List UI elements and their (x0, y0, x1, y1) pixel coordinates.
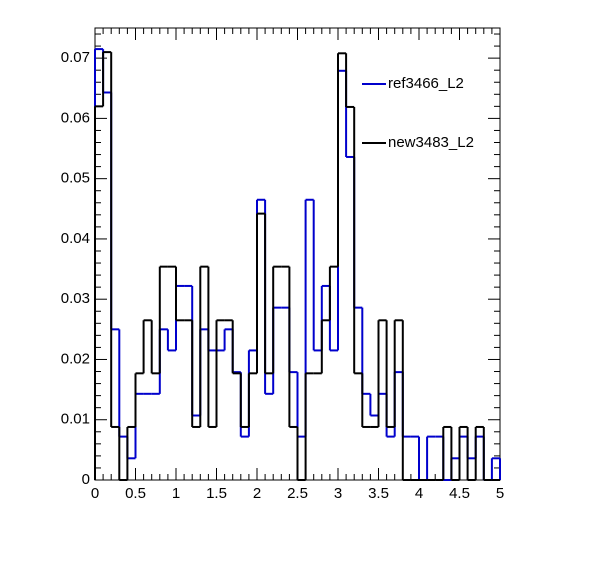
y-tick-label: 0.07 (61, 49, 90, 66)
y-tick-label: 0.05 (61, 170, 90, 187)
x-tick-label: 2.5 (287, 485, 308, 502)
y-tick-label: 0 (82, 471, 90, 488)
x-tick-label: 3.5 (368, 485, 389, 502)
x-tick-label: 4 (415, 485, 423, 502)
y-tick-label: 0.01 (61, 411, 90, 428)
x-tick-label: 2 (253, 485, 261, 502)
legend-label: new3483_L2 (388, 134, 474, 151)
y-tick-label: 0.06 (61, 109, 90, 126)
legend-label: ref3466_L2 (388, 75, 464, 92)
x-tick-label: 0 (91, 485, 99, 502)
y-tick-label: 0.03 (61, 290, 90, 307)
y-tick-label: 0.04 (61, 230, 90, 247)
x-tick-label: 1 (172, 485, 180, 502)
y-tick-label: 0.02 (61, 350, 90, 367)
x-tick-label: 4.5 (449, 485, 470, 502)
x-tick-label: 5 (496, 485, 504, 502)
x-tick-label: 0.5 (125, 485, 146, 502)
x-tick-label: 3 (334, 485, 342, 502)
step-riser (94, 49, 501, 480)
x-tick-label: 1.5 (206, 485, 227, 502)
